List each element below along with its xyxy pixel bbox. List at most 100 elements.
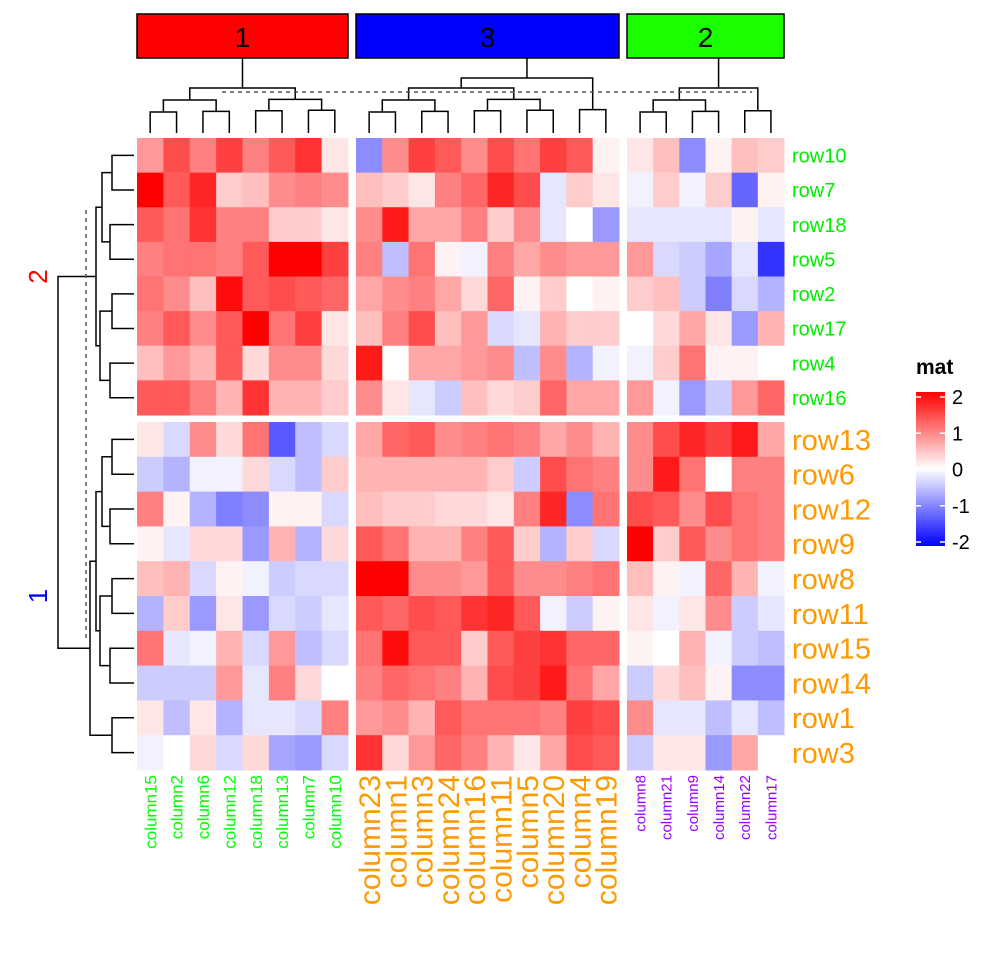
heatmap-cell <box>408 630 436 667</box>
heatmap-cell <box>216 561 243 597</box>
heatmap-cell <box>513 380 541 416</box>
column-label: column6 <box>194 775 213 839</box>
heatmap-cell <box>295 630 323 667</box>
color-legend: mat 2 1 0 -1 -2 <box>916 356 970 554</box>
column-dendrogram-branch <box>526 109 554 133</box>
heatmap-cell <box>592 422 620 458</box>
heatmap-cell <box>592 241 620 277</box>
heatmap-cell <box>189 241 217 277</box>
heatmap-cell <box>513 630 541 667</box>
heatmap-cell <box>382 241 410 277</box>
heatmap-cell <box>679 630 706 667</box>
heatmap-cell <box>295 138 323 174</box>
row-label: row13 <box>792 425 871 457</box>
heatmap-cell <box>268 700 296 736</box>
heatmap-cell <box>408 172 436 208</box>
heatmap-cell <box>513 138 541 174</box>
heatmap-cell <box>540 241 567 277</box>
heatmap-cell <box>566 345 594 381</box>
heatmap-cell <box>242 345 270 381</box>
row-label: row18 <box>792 215 846 237</box>
heatmap-cell <box>321 207 349 243</box>
column-dendrogram-branch <box>691 110 720 133</box>
heatmap-cell <box>356 665 383 701</box>
heatmap-cell <box>513 456 541 493</box>
heatmap-cell <box>513 665 541 701</box>
heatmap-cell <box>268 665 296 701</box>
heatmap-cell <box>592 207 620 243</box>
heatmap-cell <box>356 138 383 174</box>
column-dendrogram-branch <box>652 99 707 112</box>
heatmap-cell <box>679 596 706 632</box>
heatmap-cell <box>679 207 706 243</box>
heatmap-cell <box>461 665 488 701</box>
heatmap-cell <box>653 665 680 701</box>
column-dendrogram-branch <box>149 111 178 133</box>
heatmap-cell <box>679 276 706 312</box>
legend-tick-label: 0 <box>952 460 963 482</box>
heatmap-cell <box>487 241 515 277</box>
heatmap-cell <box>566 172 594 208</box>
column-label: column4 <box>564 775 597 888</box>
heatmap-cell <box>356 345 383 381</box>
column-dendrogram-branch <box>578 108 607 133</box>
heatmap-cell <box>434 138 462 174</box>
heatmap-cell <box>592 630 620 667</box>
heatmap-cell <box>268 241 296 277</box>
heatmap-cell <box>705 596 733 632</box>
heatmap-cell <box>356 700 383 736</box>
heatmap-cell <box>705 665 733 701</box>
heatmap-cell <box>434 526 462 562</box>
heatmap-cell <box>705 207 733 243</box>
heatmap-cell <box>461 561 488 597</box>
heatmap-cell <box>321 422 349 458</box>
column-dendrogram-branch <box>254 110 283 133</box>
row-label: row7 <box>792 180 835 202</box>
row-dendrogram <box>57 154 134 754</box>
heatmap-cell <box>731 172 759 208</box>
heatmap-cell <box>757 491 785 527</box>
heatmap-cell <box>757 207 785 243</box>
heatmap-cell <box>487 735 515 771</box>
heatmap-cell <box>382 700 410 736</box>
heatmap-cell <box>268 172 296 208</box>
heatmap-cell <box>295 380 323 416</box>
heatmap-cell <box>163 526 191 562</box>
heatmap-cell <box>540 345 567 381</box>
heatmap-cell <box>408 596 436 632</box>
column-label: column11 <box>485 775 518 903</box>
heatmap-cell <box>295 491 323 527</box>
heatmap-cell <box>679 526 706 562</box>
heatmap-cell <box>268 311 296 347</box>
row-label: row14 <box>792 668 871 700</box>
heatmap-cell <box>731 241 759 277</box>
heatmap-cell <box>242 207 270 243</box>
heatmap-cell <box>242 276 270 312</box>
heatmap-cell <box>321 561 349 597</box>
heatmap-cell <box>705 241 733 277</box>
heatmap-cell <box>705 422 733 458</box>
heatmap-cell <box>461 207 488 243</box>
heatmap-cell <box>592 138 620 174</box>
heatmap-cell <box>592 172 620 208</box>
heatmap-cell <box>566 700 594 736</box>
row-label: row15 <box>792 634 871 666</box>
column-dendrogram-branch <box>421 110 449 133</box>
heatmap-cell <box>295 596 323 632</box>
heatmap-cell <box>434 241 462 277</box>
heatmap-cell <box>540 735 567 771</box>
heatmap-cell <box>679 491 706 527</box>
heatmap-cell <box>382 735 410 771</box>
heatmap-cell <box>461 241 488 277</box>
column-label: column9 <box>685 775 702 832</box>
heatmap-cell <box>434 380 462 416</box>
column-label: column5 <box>512 775 545 888</box>
heatmap-cell <box>566 456 594 493</box>
heatmap-cell <box>382 561 410 597</box>
heatmap-cell <box>356 276 383 312</box>
heatmap-cell <box>434 207 462 243</box>
heatmap-cell <box>679 241 706 277</box>
legend-title: mat <box>916 356 953 379</box>
column-dendrogram-branch <box>381 99 436 112</box>
column-dendrogram-branch <box>486 98 541 111</box>
